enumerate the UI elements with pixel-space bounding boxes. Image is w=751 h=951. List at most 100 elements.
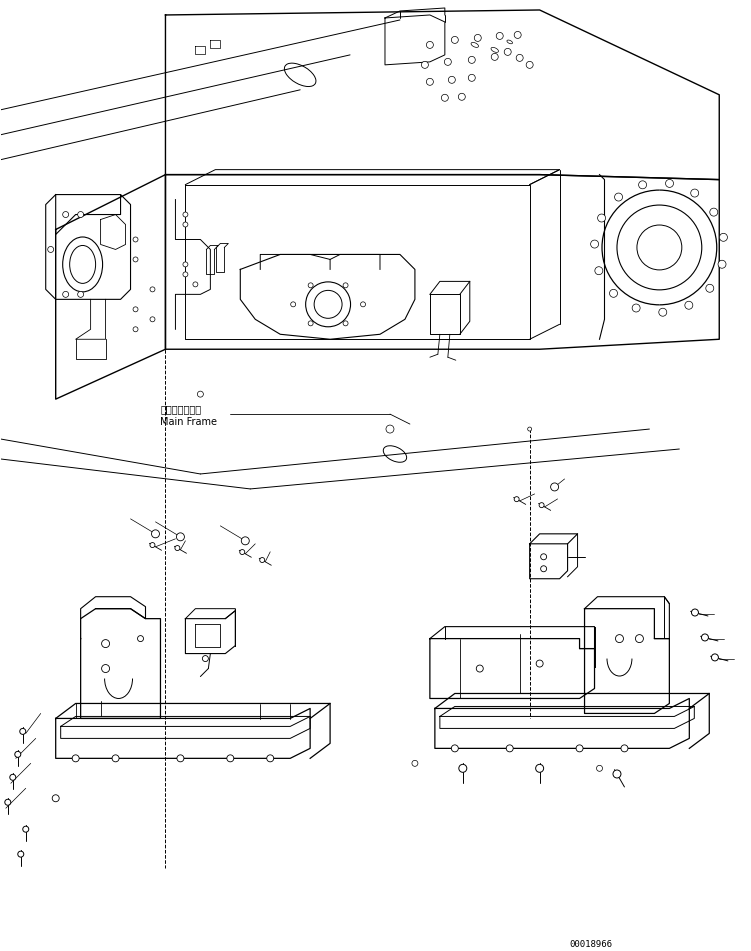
Circle shape xyxy=(476,665,483,672)
Circle shape xyxy=(701,634,708,641)
Circle shape xyxy=(469,74,475,82)
Circle shape xyxy=(504,49,511,55)
Circle shape xyxy=(514,31,521,38)
Circle shape xyxy=(616,634,623,643)
Circle shape xyxy=(137,635,143,642)
Circle shape xyxy=(638,181,647,189)
Circle shape xyxy=(133,237,138,242)
Circle shape xyxy=(614,193,623,201)
Circle shape xyxy=(458,93,466,100)
Circle shape xyxy=(48,246,54,252)
Circle shape xyxy=(445,58,451,66)
Circle shape xyxy=(448,76,455,84)
Circle shape xyxy=(451,745,458,752)
Circle shape xyxy=(5,799,11,805)
Circle shape xyxy=(685,301,693,309)
Text: 00018966: 00018966 xyxy=(569,940,613,949)
Circle shape xyxy=(198,391,204,398)
Circle shape xyxy=(101,665,110,672)
Circle shape xyxy=(150,287,155,292)
Circle shape xyxy=(506,745,513,752)
Circle shape xyxy=(240,550,245,554)
Circle shape xyxy=(710,208,718,216)
Circle shape xyxy=(539,503,544,508)
Circle shape xyxy=(514,496,519,502)
Circle shape xyxy=(719,233,728,242)
Circle shape xyxy=(711,654,719,661)
Circle shape xyxy=(692,609,698,616)
Circle shape xyxy=(112,755,119,762)
Circle shape xyxy=(550,483,559,491)
Circle shape xyxy=(241,536,249,545)
Circle shape xyxy=(442,94,448,101)
Circle shape xyxy=(427,42,433,49)
Circle shape xyxy=(541,553,547,560)
Circle shape xyxy=(72,755,79,762)
Circle shape xyxy=(133,327,138,332)
Circle shape xyxy=(535,765,544,772)
Circle shape xyxy=(77,291,83,298)
Circle shape xyxy=(308,282,313,288)
Circle shape xyxy=(635,634,644,643)
Circle shape xyxy=(267,755,273,762)
Circle shape xyxy=(183,262,188,267)
Circle shape xyxy=(62,211,68,218)
Circle shape xyxy=(10,774,16,781)
Circle shape xyxy=(133,257,138,262)
Circle shape xyxy=(541,566,547,572)
Text: メインフレーム: メインフレーム xyxy=(161,404,201,414)
Circle shape xyxy=(193,281,198,287)
Circle shape xyxy=(469,56,475,64)
Circle shape xyxy=(610,289,617,298)
Circle shape xyxy=(576,745,583,752)
Circle shape xyxy=(343,282,348,288)
Circle shape xyxy=(475,34,481,42)
Circle shape xyxy=(536,660,543,667)
Circle shape xyxy=(20,728,26,734)
Circle shape xyxy=(360,301,366,307)
Circle shape xyxy=(77,211,83,218)
Circle shape xyxy=(718,261,726,268)
Circle shape xyxy=(53,795,59,802)
Circle shape xyxy=(62,291,68,298)
Circle shape xyxy=(421,62,428,68)
Circle shape xyxy=(516,54,523,62)
Circle shape xyxy=(175,546,180,551)
Circle shape xyxy=(15,751,21,757)
Circle shape xyxy=(260,557,264,563)
Circle shape xyxy=(412,761,418,767)
Circle shape xyxy=(150,543,155,548)
Circle shape xyxy=(491,53,498,60)
Circle shape xyxy=(659,308,667,317)
Circle shape xyxy=(386,425,394,433)
Circle shape xyxy=(133,307,138,312)
Circle shape xyxy=(459,765,467,772)
Circle shape xyxy=(202,655,208,662)
Circle shape xyxy=(343,320,348,326)
Circle shape xyxy=(451,36,458,44)
Circle shape xyxy=(150,317,155,321)
Circle shape xyxy=(427,78,433,86)
Circle shape xyxy=(706,284,713,292)
Circle shape xyxy=(183,272,188,277)
Circle shape xyxy=(308,320,313,326)
Circle shape xyxy=(596,766,602,771)
Circle shape xyxy=(227,755,234,762)
Circle shape xyxy=(590,240,599,248)
Circle shape xyxy=(101,640,110,648)
Circle shape xyxy=(291,301,296,307)
Circle shape xyxy=(183,222,188,227)
Circle shape xyxy=(632,304,640,312)
Circle shape xyxy=(496,32,503,39)
Circle shape xyxy=(526,62,533,68)
Circle shape xyxy=(18,851,24,857)
Circle shape xyxy=(23,826,29,832)
Circle shape xyxy=(621,745,628,752)
Circle shape xyxy=(528,427,532,431)
Text: Main Frame: Main Frame xyxy=(161,417,218,427)
Circle shape xyxy=(176,533,185,541)
Circle shape xyxy=(183,212,188,217)
Circle shape xyxy=(152,530,159,538)
Circle shape xyxy=(598,214,605,222)
Circle shape xyxy=(613,770,621,778)
